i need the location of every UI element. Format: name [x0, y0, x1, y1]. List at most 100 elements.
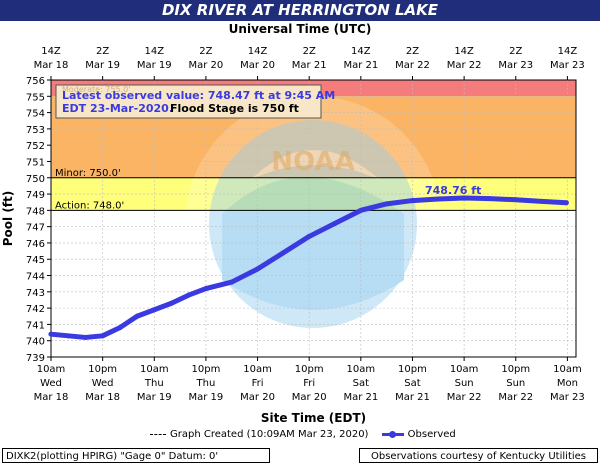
observed-point: [151, 307, 157, 313]
y-tick-label: 741: [26, 320, 45, 331]
top-tick-label-date: Mar 22: [395, 60, 430, 71]
top-tick-label-date: Mar 22: [447, 60, 482, 71]
top-tick-label-date: Mar 19: [137, 60, 172, 71]
observed-point: [48, 331, 54, 337]
y-tick-label: 743: [26, 288, 45, 299]
x-tick-label-day: Sat: [353, 378, 369, 389]
observed-point: [435, 196, 441, 202]
y-tick-label: 740: [26, 337, 45, 348]
top-axis-label: Universal Time (UTC): [228, 22, 372, 36]
x-tick-label-time: 10pm: [192, 364, 221, 375]
x-tick-label-time: 10am: [140, 364, 169, 375]
y-tick-label: 755: [26, 92, 45, 103]
footer-datum: DIXK2(plotting HPIRG) "Gage 0" Datum: 0': [2, 448, 270, 463]
x-tick-label-date: Mar 20: [292, 392, 327, 403]
top-tick-label-date: Mar 21: [343, 60, 378, 71]
y-tick-label: 745: [26, 255, 45, 266]
x-tick-label-date: Mar 19: [189, 392, 224, 403]
observed-point: [513, 197, 519, 203]
observed-point: [100, 333, 106, 339]
top-tick-label-date: Mar 23: [498, 60, 533, 71]
y-tick-label: 751: [26, 157, 45, 168]
y-tick-label: 752: [26, 141, 45, 152]
x-tick-label-day: Sun: [455, 378, 474, 389]
x-tick-label-time: 10pm: [398, 364, 427, 375]
observed-line: [48, 195, 569, 340]
x-tick-label-time: 10am: [243, 364, 272, 375]
y-tick-label: 749: [26, 190, 45, 201]
annotation-box: [55, 84, 322, 119]
observed-point: [461, 195, 467, 201]
x-tick-label-day: Fri: [303, 378, 315, 389]
x-tick-label-day: Sat: [404, 378, 420, 389]
y-tick-label: 754: [26, 109, 45, 120]
x-tick-label-day: Thu: [144, 378, 164, 389]
observed-point: [487, 196, 493, 202]
legend-observed: Observed: [407, 429, 456, 440]
x-tick-label-date: Mar 18: [85, 392, 120, 403]
y-axis-label: Pool (ft): [1, 191, 15, 247]
observed-point: [306, 233, 312, 239]
y-tick-label: 739: [26, 353, 45, 364]
x-tick-label-date: Mar 22: [447, 392, 482, 403]
x-tick-label-day: Wed: [92, 378, 114, 389]
threshold-label: Action: 748.0': [55, 200, 124, 211]
annotation-flood-stage: Flood Stage is 750 ft: [170, 102, 299, 115]
x-tick-label-date: Mar 23: [550, 392, 585, 403]
top-tick-label-date: Mar 18: [34, 60, 69, 71]
observed-point: [117, 325, 123, 331]
observed-point: [384, 201, 390, 207]
observed-point: [229, 279, 235, 285]
observed-point: [255, 266, 261, 272]
plot-frame: [50, 79, 577, 358]
x-tick-label-date: Mar 21: [343, 392, 378, 403]
top-tick-label-date: Mar 19: [85, 60, 120, 71]
y-tick-label: 753: [26, 125, 45, 136]
top-tick-label-hour: 14Z: [144, 46, 164, 57]
x-tick-label-time: 10pm: [88, 364, 117, 375]
x-axis-label: Site Time (EDT): [261, 411, 366, 425]
observed-point: [539, 198, 545, 204]
x-tick-label-day: Mon: [557, 378, 578, 389]
top-tick-label-date: Mar 21: [292, 60, 327, 71]
legend: Graph Created (10:09AM Mar 23, 2020) Obs…: [150, 429, 456, 440]
peak-value-label: 748.76 ft: [425, 184, 481, 197]
seal-lettering: NOAA: [271, 147, 354, 177]
top-tick-label-hour: 2Z: [199, 46, 212, 57]
y-tick-label: 750: [26, 174, 45, 185]
observed-point: [203, 286, 209, 292]
x-tick-label-date: Mar 20: [240, 392, 275, 403]
x-tick-label-date: Mar 21: [395, 392, 430, 403]
legend-graph-created: Graph Created (10:09AM Mar 23, 2020): [170, 429, 369, 440]
top-tick-label-hour: 2Z: [96, 46, 109, 57]
x-tick-label-time: 10am: [37, 364, 66, 375]
observed-point: [168, 300, 174, 306]
y-tick-label: 744: [26, 272, 45, 283]
title-bar: DIX RIVER AT HERRINGTON LAKE: [0, 0, 600, 21]
observed-point: [82, 334, 88, 340]
annotation-line1: Latest observed value: 748.47 ft at 9:45…: [62, 89, 335, 102]
observed-point: [563, 200, 569, 206]
y-tick-label: 746: [26, 239, 45, 250]
annotation-line2: EDT 23-Mar-2020.: [62, 102, 173, 115]
top-tick-label-hour: 2Z: [509, 46, 522, 57]
top-tick-label-hour: 14Z: [41, 46, 61, 57]
x-tick-label-day: Wed: [40, 378, 62, 389]
x-tick-label-day: Thu: [196, 378, 216, 389]
top-tick-label-date: Mar 20: [240, 60, 275, 71]
x-tick-label-date: Mar 22: [498, 392, 533, 403]
y-tick-label: 747: [26, 223, 45, 234]
x-tick-label-date: Mar 18: [34, 392, 69, 403]
seal-wave: [222, 177, 404, 310]
observed-point: [186, 292, 192, 298]
x-tick-label-time: 10am: [347, 364, 376, 375]
top-tick-label-hour: 14Z: [558, 46, 578, 57]
top-tick-label-date: Mar 23: [550, 60, 585, 71]
observed-point: [65, 333, 71, 339]
top-tick-label-hour: 14Z: [351, 46, 371, 57]
top-tick-label-hour: 2Z: [406, 46, 419, 57]
top-tick-label-hour: 14Z: [454, 46, 474, 57]
x-tick-label-day: Sun: [506, 378, 525, 389]
y-tick-label: 756: [26, 76, 45, 87]
